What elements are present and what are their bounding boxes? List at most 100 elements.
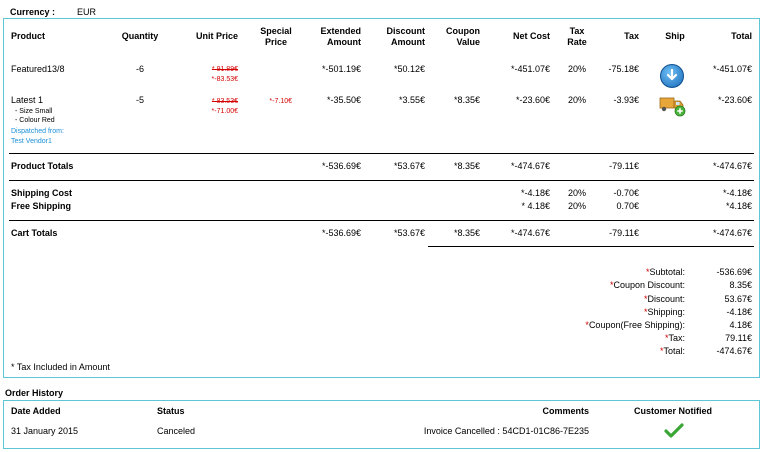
cart-totals-extended: *-536.69€ <box>321 228 361 238</box>
product-name: Latest 1 <box>11 95 44 105</box>
free-shipping-rate: 20% <box>567 201 586 211</box>
quantity-value: -6 <box>135 64 144 74</box>
dispatched-label: Dispatched from: <box>11 128 64 135</box>
product-totals-extended: *-536.69€ <box>321 161 361 171</box>
product-totals-tax: -79.11€ <box>609 161 639 171</box>
shipping-cost-total: *-4.18€ <box>722 188 752 198</box>
product-totals-label: Product Totals <box>11 161 74 171</box>
products-panel <box>3 18 760 378</box>
unit-price-original: * 91.89€ <box>211 66 238 73</box>
col-header-special-price-1: Special <box>260 26 292 36</box>
summary-value: 79.11€ <box>725 333 752 343</box>
product-name: Featured13/8 <box>11 64 65 74</box>
unit-price-new: *-71.00€ <box>211 108 238 115</box>
summary-label: *Subtotal: <box>645 267 685 277</box>
free-shipping-net: * 4.18€ <box>521 201 550 211</box>
cart-totals-coupon: *8.35€ <box>453 228 480 238</box>
extended-amount: *-35.50€ <box>326 95 361 105</box>
net-cost: *-23.60€ <box>515 95 550 105</box>
tax-rate: 20% <box>567 95 586 105</box>
col-header-unit-price: Unit Price <box>195 31 238 41</box>
row-total: *-451.07€ <box>712 64 752 74</box>
col-header-quantity: Quantity <box>121 31 159 41</box>
col-header-ship: Ship <box>665 31 685 41</box>
col-header-extended-1: Extended <box>320 26 361 36</box>
col-header-customer-notified: Customer Notified <box>633 406 712 416</box>
unit-price-original: * 83.53€ <box>211 98 238 105</box>
free-shipping-total: *4.18€ <box>725 201 752 211</box>
extended-amount: *-501.19€ <box>321 64 361 74</box>
summary-value: -536.69€ <box>716 267 752 277</box>
row-total: *-23.60€ <box>717 95 752 105</box>
shipping-cost-net: *-4.18€ <box>520 188 550 198</box>
quantity-value: -5 <box>135 95 144 105</box>
discount-amount: *3.55€ <box>398 95 425 105</box>
special-price: *-7.10€ <box>269 98 292 105</box>
download-circle-icon[interactable] <box>660 64 684 88</box>
truck-add-icon[interactable] <box>659 95 687 117</box>
col-header-discount-1: Discount <box>386 26 425 36</box>
col-header-comments: Comments <box>542 406 589 416</box>
currency-value: EUR <box>77 7 97 17</box>
cart-totals-discount: *53.67€ <box>393 228 425 238</box>
col-header-coupon-1: Coupon <box>446 26 480 36</box>
net-cost: *-451.07€ <box>510 64 550 74</box>
summary-value: 8.35€ <box>729 280 752 290</box>
history-date: 31 January 2015 <box>11 426 79 436</box>
currency-label: Currency : <box>10 7 56 17</box>
cart-totals-total: *-474.67€ <box>712 228 752 238</box>
col-header-product: Product <box>11 31 46 41</box>
history-comments: Invoice Cancelled : 54CD1-01C86-7E235 <box>423 426 589 436</box>
summary-value: 4.18€ <box>729 320 752 330</box>
tax-value: -3.93€ <box>613 95 639 105</box>
divider <box>9 153 754 154</box>
order-history-panel <box>3 400 760 449</box>
product-totals-discount: *53.67€ <box>393 161 425 171</box>
summary-value: -474.67€ <box>716 346 752 356</box>
col-header-net-cost: Net Cost <box>512 31 550 41</box>
product-totals-coupon: *8.35€ <box>453 161 480 171</box>
divider <box>9 220 754 221</box>
product-attribute: - Colour Red <box>15 117 55 124</box>
col-header-discount-2: Amount <box>391 37 425 47</box>
summary-label: *Tax: <box>664 333 685 343</box>
col-header-extended-2: Amount <box>327 37 361 47</box>
col-header-tax-rate-1: Tax <box>569 26 585 36</box>
col-header-tax: Tax <box>624 31 639 41</box>
col-header-special-price-2: Price <box>264 37 288 47</box>
free-shipping-tax: 0.70€ <box>616 201 639 211</box>
col-header-status: Status <box>157 406 185 416</box>
shipping-cost-rate: 20% <box>567 188 586 198</box>
shipping-cost-label: Shipping Cost <box>11 188 72 198</box>
summary-value: -4.18€ <box>726 307 752 317</box>
product-totals-total: *-474.67€ <box>712 161 752 171</box>
product-totals-net-cost: *-474.67€ <box>510 161 550 171</box>
summary-value: 53.67€ <box>724 294 752 304</box>
tax-rate: 20% <box>567 64 586 74</box>
divider <box>428 246 754 247</box>
col-header-total: Total <box>731 31 752 41</box>
summary-label: *Shipping: <box>643 307 685 317</box>
unit-price-new: *-83.53€ <box>211 76 238 83</box>
history-status: Canceled <box>157 426 196 436</box>
checkmark-icon <box>664 423 684 439</box>
divider <box>9 180 754 181</box>
summary-label: *Discount: <box>643 294 685 304</box>
free-shipping-label: Free Shipping <box>11 201 72 211</box>
discount-amount: *50.12€ <box>393 64 425 74</box>
col-header-tax-rate-2: Rate <box>567 37 587 47</box>
shipping-cost-tax: -0.70€ <box>613 188 639 198</box>
col-header-coupon-2: Value <box>456 37 480 47</box>
col-header-date: Date Added <box>11 406 61 416</box>
tax-value: -75.18€ <box>608 64 639 74</box>
product-attribute: - Size Small <box>15 108 53 115</box>
summary-label: *Coupon Discount: <box>609 280 685 290</box>
coupon-value: *8.35€ <box>453 95 480 105</box>
cart-totals-tax: -79.11€ <box>609 228 639 238</box>
cart-totals-label: Cart Totals <box>11 228 58 238</box>
order-history-title: Order History <box>5 388 64 398</box>
vendor-link[interactable]: Test Vendor1 <box>11 138 52 145</box>
tax-note: * Tax Included in Amount <box>11 362 110 372</box>
cart-totals-net-cost: *-474.67€ <box>510 228 550 238</box>
summary-label: *Total: <box>659 346 685 356</box>
